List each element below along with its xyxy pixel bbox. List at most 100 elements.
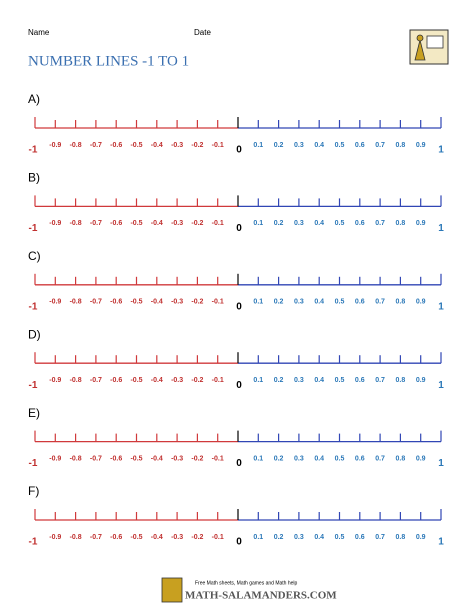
tick-label: 0.9 <box>416 142 426 149</box>
tick-label: -0.4 <box>151 299 163 306</box>
name-label: Name <box>28 28 50 37</box>
tick-label: -0.8 <box>70 142 82 149</box>
tick-label: 0.4 <box>314 455 324 462</box>
tick-label: 1 <box>438 223 444 234</box>
logo <box>409 29 449 65</box>
tick-label: -1 <box>29 223 38 234</box>
tick-label: 0.6 <box>355 299 365 306</box>
tick-label: -0.2 <box>191 455 203 462</box>
tick-label: -0.9 <box>49 220 61 227</box>
tick-label: 0.2 <box>274 534 284 541</box>
tick-label: 0.5 <box>335 220 345 227</box>
tick-label: -0.2 <box>191 299 203 306</box>
tick-label: 0.7 <box>375 220 385 227</box>
tick-label: -0.8 <box>70 220 82 227</box>
title: NUMBER LINES -1 TO 1 <box>28 53 189 69</box>
tick-label: -0.6 <box>110 377 122 384</box>
tick-label: -1 <box>29 458 38 469</box>
tick-label: 0.9 <box>416 455 426 462</box>
tick-label: -0.8 <box>70 534 82 541</box>
tick-label: 0.3 <box>294 220 304 227</box>
tick-label: 0.8 <box>396 299 406 306</box>
tick-label: 0.5 <box>335 534 345 541</box>
tick-label: 0.8 <box>396 220 406 227</box>
tick-label: -0.2 <box>191 377 203 384</box>
tick-label: -0.3 <box>171 455 183 462</box>
tick-label: -0.9 <box>49 142 61 149</box>
tick-label: 0.6 <box>355 220 365 227</box>
tick-label: 0.4 <box>314 377 324 384</box>
tick-label: -0.1 <box>212 534 224 541</box>
tick-label: 1 <box>438 458 444 469</box>
tick-label: -0.4 <box>151 220 163 227</box>
tick-label: 0.9 <box>416 377 426 384</box>
tick-label: 0.4 <box>314 534 324 541</box>
tick-label: 0 <box>236 380 242 391</box>
tick-label: -0.5 <box>130 534 142 541</box>
tick-label: 0.6 <box>355 377 365 384</box>
tick-label: 1 <box>438 380 444 391</box>
tick-label: 0 <box>236 301 242 312</box>
tick-label: 1 <box>438 537 444 548</box>
tick-label: -0.2 <box>191 142 203 149</box>
tick-label: 0.6 <box>355 534 365 541</box>
tick-label: -0.9 <box>49 377 61 384</box>
tick-label: -0.6 <box>110 220 122 227</box>
tick-label: 0.2 <box>274 142 284 149</box>
tick-label: 0.4 <box>314 220 324 227</box>
tick-label: 0.5 <box>335 377 345 384</box>
line-label: B) <box>28 171 40 185</box>
tick-label: -0.1 <box>212 142 224 149</box>
tick-label: 0.1 <box>253 534 263 541</box>
tick-label: 0.1 <box>253 377 263 384</box>
tick-label: 0.1 <box>253 455 263 462</box>
tick-label: 0.9 <box>416 299 426 306</box>
footer-site: MATH-SALAMANDERS.COM <box>185 590 337 602</box>
tick-label: -0.7 <box>90 299 102 306</box>
tick-label: -0.6 <box>110 534 122 541</box>
tick-label: 0.3 <box>294 142 304 149</box>
tick-label: -0.3 <box>171 220 183 227</box>
tick-label: -0.1 <box>212 377 224 384</box>
tick-label: -0.1 <box>212 299 224 306</box>
tick-label: 0.8 <box>396 377 406 384</box>
tick-label: -0.7 <box>90 220 102 227</box>
tick-label: 1 <box>438 145 444 156</box>
tick-label: 0.4 <box>314 142 324 149</box>
tick-label: -0.5 <box>130 377 142 384</box>
tick-label: 0 <box>236 458 242 469</box>
tick-label: -0.6 <box>110 142 122 149</box>
tick-label: 0.4 <box>314 299 324 306</box>
tick-label: -0.1 <box>212 455 224 462</box>
tick-label: 0.7 <box>375 142 385 149</box>
tick-label: -0.7 <box>90 534 102 541</box>
line-label: E) <box>28 406 40 420</box>
tick-label: -0.3 <box>171 377 183 384</box>
tick-label: 0.2 <box>274 377 284 384</box>
tick-label: -0.1 <box>212 220 224 227</box>
date-label: Date <box>194 28 211 37</box>
tick-label: 0 <box>236 537 242 548</box>
tick-label: -0.6 <box>110 455 122 462</box>
tick-label: 0.1 <box>253 299 263 306</box>
tick-label: 0.7 <box>375 299 385 306</box>
tick-label: -0.7 <box>90 455 102 462</box>
tick-label: -0.6 <box>110 299 122 306</box>
tick-label: 0.2 <box>274 299 284 306</box>
tick-label: 0.2 <box>274 220 284 227</box>
tick-label: 0.3 <box>294 299 304 306</box>
tick-label: 0.3 <box>294 455 304 462</box>
tick-label: -1 <box>29 537 38 548</box>
tick-label: -0.3 <box>171 299 183 306</box>
tick-label: 0.8 <box>396 455 406 462</box>
tick-label: -0.7 <box>90 142 102 149</box>
tick-label: -0.8 <box>70 377 82 384</box>
tick-label: -0.4 <box>151 377 163 384</box>
tick-label: -0.5 <box>130 299 142 306</box>
tick-label: 0.9 <box>416 220 426 227</box>
tick-label: 0.5 <box>335 455 345 462</box>
tick-label: -0.5 <box>130 455 142 462</box>
tick-label: -0.4 <box>151 142 163 149</box>
tick-label: -0.9 <box>49 455 61 462</box>
